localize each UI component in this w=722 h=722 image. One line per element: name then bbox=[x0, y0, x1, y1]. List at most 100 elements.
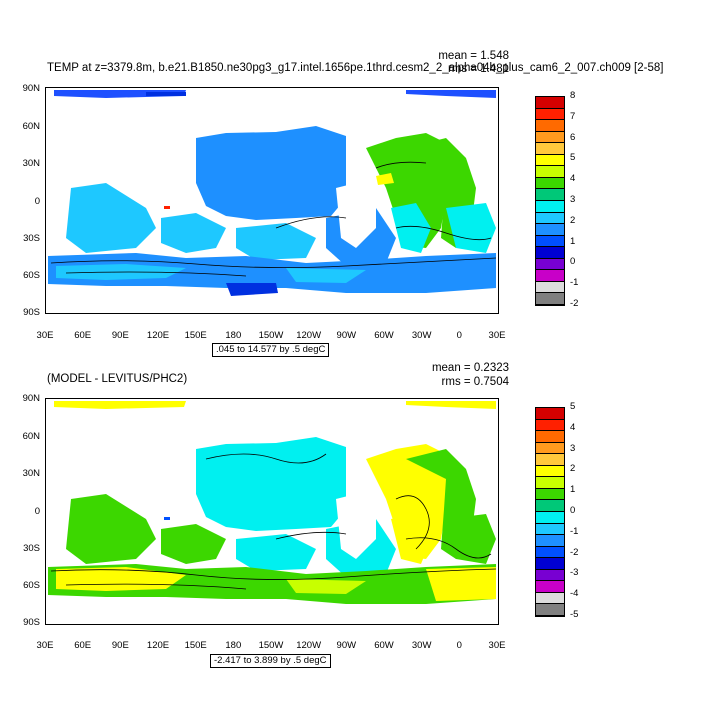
panel1-colorbar-label: 3 bbox=[570, 194, 576, 205]
panel1-colorbar-swatch bbox=[536, 108, 564, 121]
panel1-rms: rms = 1.481 bbox=[447, 63, 509, 75]
panel1-lon-label: 30E bbox=[488, 330, 506, 341]
panel1-colorbar-label: 6 bbox=[570, 131, 576, 143]
panel1-colorbar-swatch bbox=[536, 235, 564, 248]
panel2-colorbar-swatch bbox=[536, 535, 564, 547]
panel2-map bbox=[45, 398, 499, 625]
panel2-lon-label: 90E bbox=[111, 640, 129, 651]
panel1-colorbar-label: 2 bbox=[570, 214, 576, 226]
panel2-lon-label: 120E bbox=[146, 640, 170, 651]
panel1-lon-label: 150W bbox=[258, 330, 284, 341]
panel1-colorbar-label: 4 bbox=[570, 173, 576, 185]
panel2-lat-label: 0 bbox=[34, 506, 40, 517]
panel1-colorbar-label: 1 bbox=[570, 235, 576, 247]
panel1-colorbar-swatch bbox=[536, 201, 564, 213]
panel1-colorbar-label: 7 bbox=[570, 110, 576, 122]
panel1-lat-label: 60N bbox=[22, 121, 40, 132]
panel2-lon-label: 120W bbox=[296, 640, 322, 651]
panel1-colorbar-swatch bbox=[536, 166, 564, 178]
panel2-colorbar-swatch bbox=[536, 558, 564, 570]
panel2-colorbar-label: -3 bbox=[570, 567, 579, 579]
panel1-colorbar-label: -2 bbox=[570, 298, 579, 309]
panel1-lon-label: 150E bbox=[184, 330, 207, 341]
panel2-lon-label: 30E bbox=[488, 640, 506, 651]
panel2-colorbar-label: -2 bbox=[570, 546, 579, 558]
panel1-colorbar-label: 8 bbox=[570, 90, 576, 101]
panel1-lon-label: 90W bbox=[336, 330, 357, 341]
panel2-colorbar-label: 4 bbox=[570, 421, 576, 433]
panel1-colorbar-swatch bbox=[536, 143, 564, 155]
panel2-colorbar-swatch bbox=[536, 523, 564, 536]
panel1-map bbox=[45, 87, 499, 314]
panel2-lon-label: 150W bbox=[258, 640, 284, 651]
panel2-colorbar-label: 3 bbox=[570, 442, 576, 454]
panel2-lon-label: 30E bbox=[36, 640, 54, 651]
panel1-lon-label: 90E bbox=[111, 330, 129, 341]
panel1-lon-label: 120E bbox=[146, 330, 170, 341]
panel2-lat-label: 30S bbox=[23, 543, 40, 554]
panel2-ocean-field bbox=[48, 401, 497, 604]
panel1-colorbar-swatch bbox=[536, 224, 564, 236]
panel1-lon-label: 60W bbox=[374, 330, 394, 341]
panel1-lon-label: 180 bbox=[225, 330, 242, 341]
panel2-colorbar-label: 5 bbox=[570, 401, 576, 412]
panel1-colorbar-label: 0 bbox=[570, 256, 576, 268]
panel2-colorbar-swatch bbox=[536, 604, 564, 616]
panel2-colorbar-swatch bbox=[536, 465, 564, 478]
panel1-lat-label: 90N bbox=[22, 83, 40, 94]
panel2-lon-label: 90W bbox=[336, 640, 357, 651]
panel2-lon-label: 60E bbox=[74, 640, 92, 651]
panel2-lon-label: 0 bbox=[456, 640, 462, 651]
panel2-lon-label: 30W bbox=[411, 640, 432, 651]
panel2-lon-label: 60W bbox=[374, 640, 394, 651]
panel1-colorbar-swatch bbox=[536, 258, 564, 271]
panel2-colorbar-label: -5 bbox=[570, 609, 579, 620]
panel1-colorbar-swatch bbox=[536, 270, 564, 282]
panel1-colorbar-label: -1 bbox=[570, 277, 579, 289]
panel1-colorbar-swatch bbox=[536, 293, 564, 305]
panel1-lon-label: 30E bbox=[36, 330, 54, 341]
panel2-colorbar-swatch bbox=[536, 477, 564, 489]
panel2-colorbar-label: 0 bbox=[570, 505, 576, 516]
panel2-lat-label: 90S bbox=[23, 617, 40, 628]
panel2-lat-label: 90N bbox=[22, 393, 40, 404]
panel1-lon-label: 60E bbox=[74, 330, 92, 341]
panel1-colorbar-swatch bbox=[536, 120, 564, 132]
panel2-colorbar-swatch bbox=[536, 419, 564, 432]
panel2-colorbar-swatch bbox=[536, 408, 564, 420]
panel1-lon-label: 0 bbox=[456, 330, 462, 341]
panel1-mean: mean = 1.548 bbox=[438, 50, 509, 62]
panel1-lat-label: 90S bbox=[23, 307, 40, 318]
panel2-colorbar-label: 2 bbox=[570, 463, 576, 475]
panel1-colorbar-swatch bbox=[536, 281, 564, 294]
panel2-lat-label: 60N bbox=[22, 431, 40, 442]
panel2-lon-label: 150E bbox=[184, 640, 207, 651]
panel1-range-box: .045 to 14.577 by .5 degC bbox=[212, 343, 330, 357]
panel2-colorbar-label: 1 bbox=[570, 484, 576, 496]
panel1-colorbar-swatch bbox=[536, 131, 564, 144]
panel1-lat-label: 30N bbox=[22, 158, 40, 169]
panel1-colorbar-swatch bbox=[536, 247, 564, 259]
panel2-colorbar-label: -1 bbox=[570, 525, 579, 537]
panel2-colorbar-label: -4 bbox=[570, 588, 579, 600]
panel1-lat-label: 30S bbox=[23, 233, 40, 244]
panel1-lat-label: 0 bbox=[34, 196, 40, 207]
panel2-rms: rms = 0.7504 bbox=[441, 376, 509, 388]
panel2-colorbar-swatch bbox=[536, 569, 564, 582]
panel2-colorbar-swatch bbox=[536, 454, 564, 466]
panel2-mean: mean = 0.2323 bbox=[431, 362, 509, 374]
panel2-lon-label: 180 bbox=[225, 640, 242, 651]
panel2-colorbar-swatch bbox=[536, 431, 564, 443]
panel1-colorbar-swatch bbox=[536, 177, 564, 190]
panel2-colorbar-swatch bbox=[536, 488, 564, 501]
panel1-colorbar-swatch bbox=[536, 212, 564, 225]
panel1-colorbar bbox=[535, 96, 565, 306]
panel2-colorbar-swatch bbox=[536, 512, 564, 524]
panel1-colorbar-swatch bbox=[536, 189, 564, 201]
panel1-lon-label: 120W bbox=[296, 330, 322, 341]
panel2-colorbar-swatch bbox=[536, 546, 564, 559]
panel1-colorbar-swatch bbox=[536, 97, 564, 109]
panel1-ocean-field bbox=[48, 90, 497, 296]
panel2-title: (MODEL - LEVITUS/PHC2) bbox=[47, 373, 188, 385]
panel1-lon-label: 30W bbox=[411, 330, 432, 341]
